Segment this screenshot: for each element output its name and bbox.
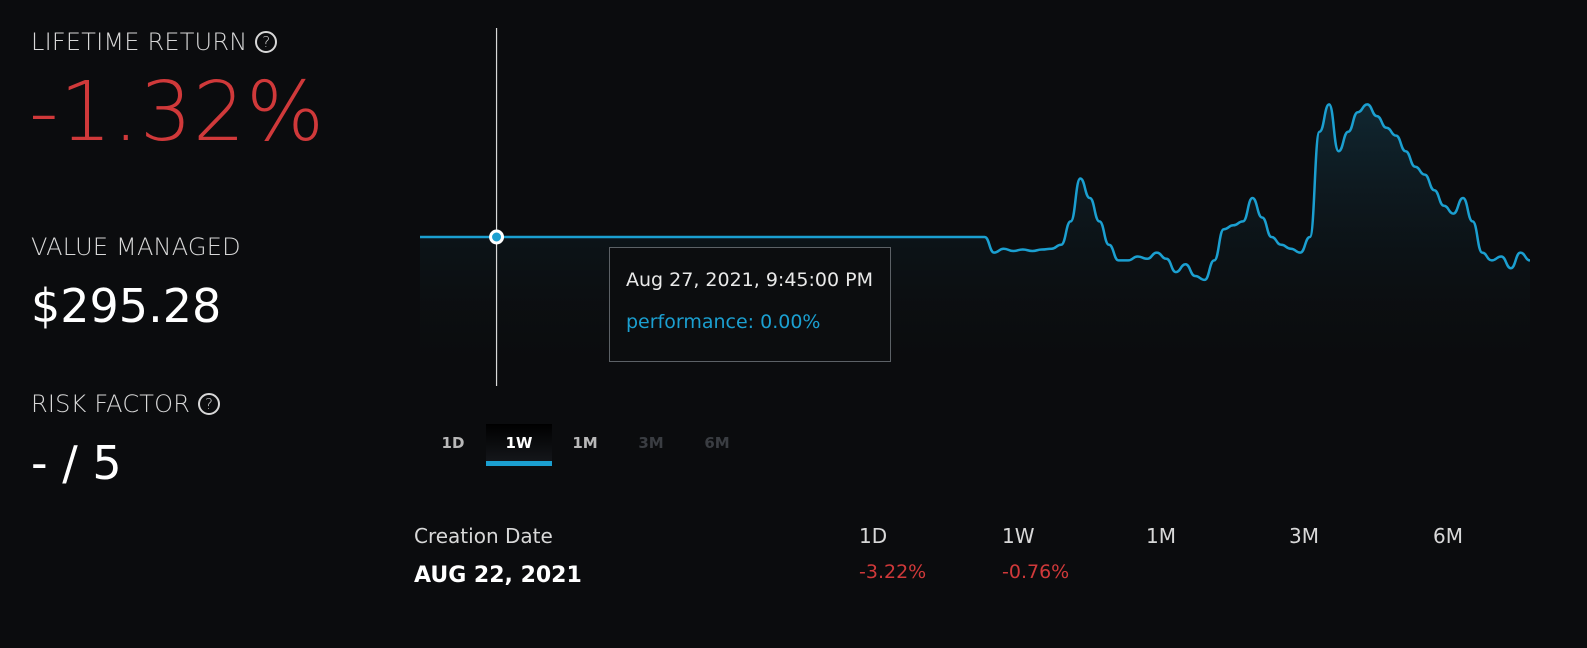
range-tab-3m: 3M — [638, 434, 664, 452]
creation-date-value: AUG 22, 2021 — [414, 563, 582, 588]
chart-series-line — [420, 103, 1531, 282]
performance-chart[interactable] — [420, 28, 1532, 388]
period-label-1d: 1D — [859, 524, 888, 548]
creation-date-label: Creation Date — [414, 524, 553, 548]
lifetime-return-value: -1.32% — [29, 65, 326, 160]
chart-hover-point — [489, 229, 505, 245]
tooltip-date: Aug 27, 2021, 9:45:00 PM — [626, 269, 873, 291]
range-tab-6m: 6M — [704, 434, 730, 452]
period-label-1w: 1W — [1002, 524, 1035, 548]
lifetime-return-label-text: LIFETIME RETURN — [31, 28, 248, 56]
help-circle-icon[interactable]: ? — [255, 31, 278, 53]
period-value-1d: -3.22% — [859, 561, 927, 583]
range-tab-1d[interactable]: 1D — [441, 434, 465, 452]
period-label-1m: 1M — [1146, 524, 1176, 548]
risk-factor-label-text: RISK FACTOR — [31, 390, 191, 418]
period-label-3m: 3M — [1289, 524, 1319, 548]
value-managed-value: $295.28 — [31, 279, 222, 333]
chart-area-fill — [420, 104, 1530, 388]
lifetime-return-label: LIFETIME RETURN ? — [31, 28, 278, 56]
period-value-1w: -0.76% — [1002, 561, 1070, 583]
chart-tooltip: Aug 27, 2021, 9:45:00 PM performance: 0.… — [609, 247, 891, 362]
risk-factor-value: - / 5 — [31, 436, 122, 490]
value-managed-label-text: VALUE MANAGED — [31, 233, 241, 261]
range-tab-1w[interactable]: 1W — [486, 424, 552, 466]
value-managed-label: VALUE MANAGED — [31, 233, 241, 261]
help-circle-icon[interactable]: ? — [198, 393, 221, 415]
range-tab-1m[interactable]: 1M — [572, 434, 598, 452]
range-selector: 1D 1W 1M 3M 6M — [420, 424, 750, 466]
period-label-6m: 6M — [1433, 524, 1463, 548]
tooltip-performance: performance: 0.00% — [626, 311, 821, 333]
risk-factor-label: RISK FACTOR ? — [31, 390, 221, 418]
